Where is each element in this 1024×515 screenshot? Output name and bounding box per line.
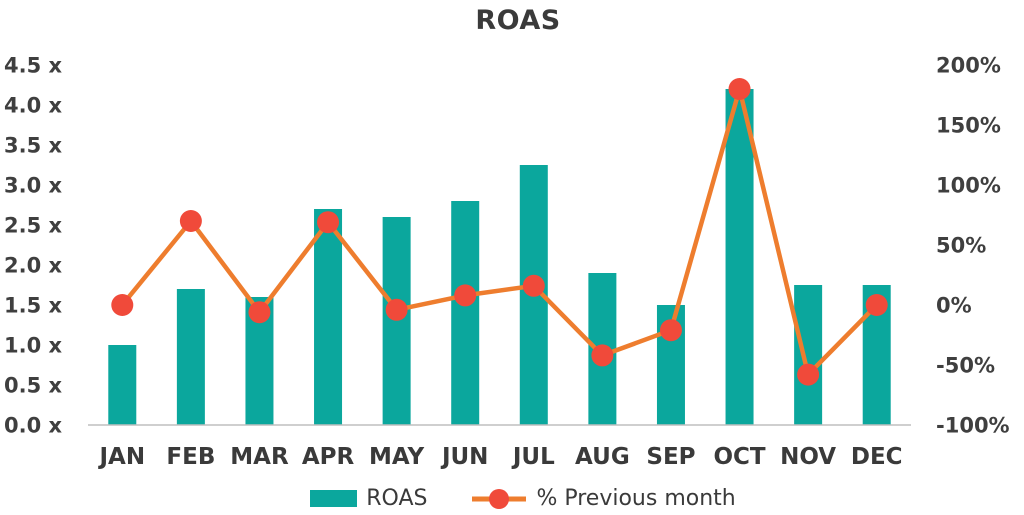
right-axis-tick: -50% — [936, 353, 995, 377]
right-axis-tick: -100% — [936, 413, 1010, 437]
left-axis-tick: 0.5 x — [4, 373, 63, 397]
marker-APR — [317, 211, 340, 234]
marker-DEC — [865, 294, 888, 316]
chart-title: ROAS — [475, 5, 561, 36]
marker-NOV — [797, 363, 820, 386]
month-label-AUG: AUG — [575, 444, 630, 470]
month-label-JAN: JAN — [97, 444, 145, 470]
bar-MAY — [382, 217, 411, 425]
month-label-MAR: MAR — [230, 444, 289, 470]
month-label-NOV: NOV — [780, 444, 836, 470]
legend-label-prev-month: % Previous month — [536, 486, 736, 511]
right-axis-tick: 50% — [936, 233, 986, 257]
month-label-OCT: OCT — [713, 444, 765, 470]
previous-month-line — [120, 86, 879, 377]
marker-MAR — [248, 301, 271, 324]
bar-JUN — [451, 201, 480, 425]
bar-NOV — [794, 285, 823, 425]
left-axis-tick: 2.0 x — [4, 253, 63, 277]
roas-legend-swatch-icon — [310, 490, 358, 507]
bar-JAN — [108, 345, 137, 425]
bar-FEB — [176, 289, 205, 425]
right-axis-tick: 200% — [936, 53, 1001, 77]
left-axis-tick: 4.0 x — [4, 93, 63, 117]
left-axis-tick: 4.5 x — [4, 53, 63, 77]
month-label-SEP: SEP — [646, 444, 695, 470]
marker-AUG — [591, 344, 614, 367]
month-label-FEB: FEB — [166, 444, 215, 470]
month-label-DEC: DEC — [851, 444, 903, 470]
marker-SEP — [659, 319, 682, 342]
legend-item-prev-month: % Previous month — [471, 486, 736, 511]
left-axis-tick: 0.0 x — [4, 413, 63, 437]
month-label-MAY: MAY — [369, 444, 424, 470]
left-axis-tick: 3.5 x — [4, 133, 63, 157]
marker-JUL — [522, 274, 545, 297]
right-axis-tick: 0% — [936, 293, 972, 317]
bar-APR — [314, 209, 343, 425]
legend-item-roas: ROAS — [310, 486, 427, 511]
marker-JAN — [111, 294, 134, 316]
month-label-JUL: JUL — [511, 444, 555, 470]
line-marker-legend-icon — [472, 488, 527, 509]
left-axis-tick: 1.0 x — [4, 333, 63, 357]
marker-JUN — [454, 284, 477, 307]
marker-FEB — [179, 210, 202, 232]
right-axis-tick: 150% — [936, 113, 1001, 137]
right-axis-tick: 100% — [936, 173, 1001, 197]
left-axis-tick: 1.5 x — [4, 293, 63, 317]
bar-OCT — [725, 89, 754, 425]
month-label-JUN: JUN — [440, 444, 488, 470]
marker-MAY — [385, 298, 408, 321]
left-axis-tick: 2.5 x — [4, 213, 63, 237]
legend-label-roas: ROAS — [366, 486, 428, 511]
marker-OCT — [728, 78, 751, 100]
month-label-APR: APR — [302, 444, 355, 470]
chart-legend: ROAS % Previous month — [0, 486, 1024, 511]
left-axis-tick: 3.0 x — [4, 173, 63, 197]
